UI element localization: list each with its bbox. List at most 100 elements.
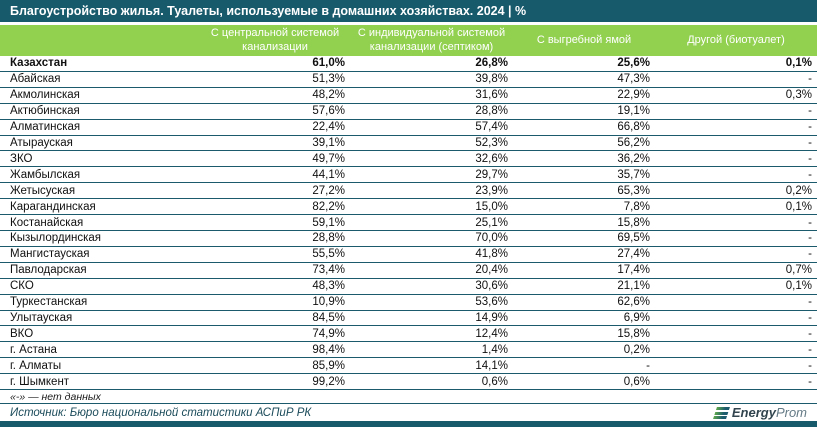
table-row: Павлодарская 73,4% 20,4% 17,4% 0,7% [0, 263, 817, 279]
logo-text-prom: Prom [775, 405, 807, 420]
cell-value: 14,1% [475, 359, 508, 372]
cell-value: 41,8% [475, 248, 508, 261]
table-row: Кызылординская 28,8% 70,0% 69,5% - [0, 231, 817, 247]
cell-value: 7,8% [623, 200, 650, 213]
table-row: Карагандинская 82,2% 15,0% 7,8% 0,1% [0, 199, 817, 216]
cell-value: 23,9% [475, 184, 508, 197]
region-name: Костанайская [10, 216, 84, 229]
cell-value: 21,1% [617, 280, 650, 293]
cell-value: - [808, 136, 812, 149]
cell-value: - [808, 168, 812, 181]
table-body: Казахстан 61,0% 26,8% 25,6% 0,1% Абайская 51,3… [0, 56, 817, 391]
cell-value: 56,2% [617, 136, 650, 149]
cell-value: 65,3% [617, 184, 650, 197]
cell-value: - [808, 296, 812, 309]
table-row: г. Шымкент 99,2% 0,6% 0,6% - [0, 374, 817, 391]
region-name: Абайская [10, 73, 61, 86]
cell-value: - [808, 152, 812, 165]
cell-value: - [808, 375, 812, 388]
table-row: Мангистауская 55,5% 41,8% 27,4% - [0, 247, 817, 263]
footnote: «-» — нет данных [0, 390, 817, 404]
table-row: Абайская 51,3% 39,8% 47,3% - [0, 72, 817, 88]
table-row: Акмолинская 48,2% 31,6% 22,9% 0,3% [0, 88, 817, 104]
cell-value: 53,6% [475, 296, 508, 309]
cell-value: 0,1% [785, 57, 812, 70]
footnote-text: «-» — нет данных [10, 390, 101, 403]
cell-value: 48,3% [312, 280, 345, 293]
region-name: г. Шымкент [10, 375, 70, 388]
cell-value: 35,7% [617, 168, 650, 181]
table-row: ВКО 74,9% 12,4% 15,8% - [0, 326, 817, 343]
region-name: Атырауская [10, 136, 73, 149]
cell-value: 82,2% [312, 200, 345, 213]
cell-value: 25,6% [617, 57, 650, 70]
title-divider [0, 22, 817, 25]
bottom-bar [0, 421, 817, 427]
cell-value: 28,8% [312, 232, 345, 245]
region-name: ВКО [10, 327, 34, 340]
region-name: Жетысуская [10, 184, 76, 197]
col-header-septic: С индивидуальной системой канализации (с… [357, 26, 506, 53]
cell-value: 62,6% [617, 296, 650, 309]
table-row: Жетысуская 27,2% 23,9% 65,3% 0,2% [0, 183, 817, 200]
region-name: Акмолинская [10, 89, 80, 102]
cell-value: 39,1% [312, 136, 345, 149]
cell-value: - [808, 105, 812, 118]
region-name: Алматинская [10, 121, 81, 134]
cell-value: 20,4% [475, 264, 508, 277]
cell-value: 52,3% [475, 136, 508, 149]
cell-value: 48,2% [312, 89, 345, 102]
region-name: Казахстан [10, 57, 68, 70]
cell-value: 0,7% [785, 264, 812, 277]
region-name: ЗКО [10, 152, 33, 165]
cell-value: 84,5% [312, 311, 345, 324]
cell-value: - [808, 359, 812, 372]
cell-value: 0,3% [785, 89, 812, 102]
source-text: Источник: Бюро национальной статистики А… [10, 406, 312, 419]
cell-value: 57,4% [475, 121, 508, 134]
table-row: Улытауская 84,5% 14,9% 6,9% - [0, 311, 817, 327]
cell-value: 27,4% [617, 248, 650, 261]
cell-value: 74,9% [312, 327, 345, 340]
region-name: г. Астана [10, 343, 57, 356]
cell-value: 19,1% [617, 105, 650, 118]
cell-value: 15,8% [617, 216, 650, 229]
cell-value: 49,7% [312, 152, 345, 165]
cell-value: 51,3% [312, 73, 345, 86]
footer: Источник: Бюро национальной статистики А… [0, 404, 817, 421]
cell-value: 66,8% [617, 121, 650, 134]
cell-value: 31,6% [475, 89, 508, 102]
table-row: Актюбинская 57,6% 28,8% 19,1% - [0, 104, 817, 120]
cell-value: - [808, 248, 812, 261]
cell-value: 0,2% [623, 343, 650, 356]
table-row: г. Алматы 85,9% 14,1% - - [0, 358, 817, 375]
cell-value: 30,6% [475, 280, 508, 293]
region-name: Кызылординская [10, 232, 102, 245]
col-header-region [0, 25, 200, 56]
cell-value: 1,4% [481, 343, 508, 356]
col-header-other: Другой (биотуалет) [687, 33, 785, 46]
table-row: г. Астана 98,4% 1,4% 0,2% - [0, 342, 817, 359]
cell-value: 17,4% [617, 264, 650, 277]
cell-value: 85,9% [312, 359, 345, 372]
cell-value: 61,0% [312, 57, 345, 70]
cell-value: 36,2% [617, 152, 650, 165]
cell-value: - [808, 216, 812, 229]
region-name: Карагандинская [10, 200, 96, 213]
cell-value: 0,6% [481, 375, 508, 388]
cell-value: - [808, 311, 812, 324]
region-name: Павлодарская [10, 264, 87, 277]
region-name: г. Алматы [10, 359, 62, 372]
cell-value: 0,2% [785, 184, 812, 197]
region-name: Мангистауская [10, 248, 90, 261]
region-name: Туркестанская [10, 296, 88, 309]
logo-text-energy: Energy [731, 405, 776, 420]
table-row: Алматинская 22,4% 57,4% 66,8% - [0, 120, 817, 136]
cell-value: 15,8% [617, 327, 650, 340]
cell-value: 22,4% [312, 121, 345, 134]
table-row: Жамбылская 44,1% 29,7% 35,7% - [0, 167, 817, 184]
region-name: Жамбылская [10, 168, 81, 181]
table-row: ЗКО 49,7% 32,6% 36,2% - [0, 151, 817, 168]
table-row: Атырауская 39,1% 52,3% 56,2% - [0, 136, 817, 152]
